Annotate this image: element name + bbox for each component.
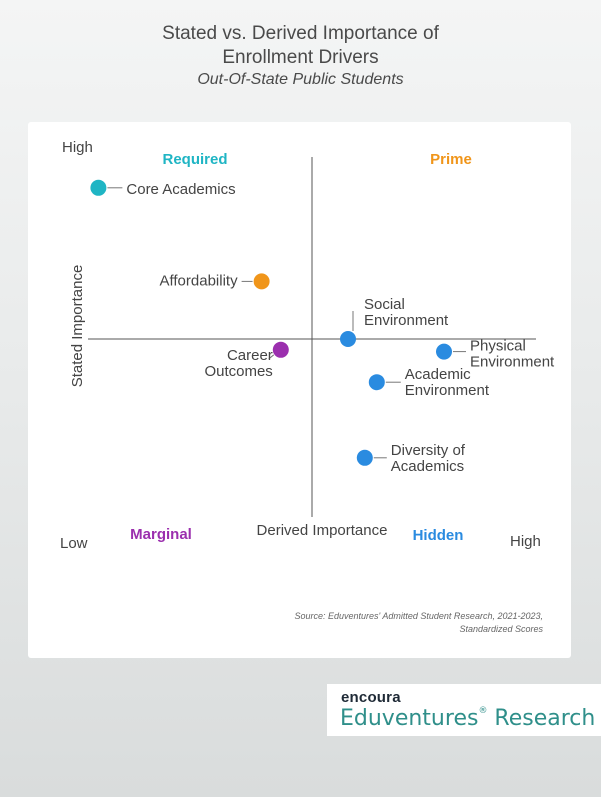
data-label: Academic: [405, 366, 471, 383]
points-layer: Core AcademicsAffordabilitySocialEnviron…: [90, 179, 555, 475]
quadrant-label-marginal: Marginal: [130, 526, 192, 543]
data-label: Social: [364, 296, 405, 313]
y-low-label: Low: [60, 535, 88, 552]
data-label: Outcomes: [204, 363, 272, 380]
data-label: Environment: [364, 312, 449, 329]
chart-subtitle: Out-Of-State Public Students: [197, 71, 404, 88]
point-affordability: Affordability: [159, 272, 270, 290]
data-label: Academics: [391, 458, 464, 475]
encoura-wordmark: encoura: [341, 689, 401, 706]
data-label: Affordability: [159, 272, 238, 289]
quadrant-label-prime: Prime: [430, 151, 472, 168]
data-point: [253, 273, 270, 290]
chart-title-line1: Stated vs. Derived Importance of: [162, 23, 439, 44]
logo-suffix: Research: [487, 706, 596, 731]
chart-title-line2: Enrollment Drivers: [222, 47, 379, 68]
eduventures-research-wordmark: Eduventures® Research: [340, 706, 595, 731]
eduventures-logo: encoura Eduventures® Research: [327, 684, 601, 736]
y-axis-title: Stated Importance: [69, 265, 86, 388]
chart-card: High Low High Required Prime Marginal Hi…: [28, 122, 571, 658]
point-core-academics: Core Academics: [90, 179, 236, 198]
source-note: Source: Eduventures' Admitted Student Re…: [183, 610, 543, 636]
data-label: Environment: [470, 354, 555, 371]
y-high-label: High: [62, 139, 93, 156]
data-label: Diversity of: [391, 442, 466, 459]
data-point: [436, 343, 452, 360]
data-label: Core Academics: [126, 181, 235, 198]
source-line2: Standardized Scores: [459, 624, 543, 634]
logo-name: Eduventures: [340, 706, 479, 731]
data-label: Environment: [405, 382, 490, 399]
data-point: [356, 449, 373, 466]
data-point: [340, 331, 356, 347]
source-line1: Source: Eduventures' Admitted Student Re…: [294, 611, 543, 621]
registered-mark: ®: [478, 706, 488, 716]
data-label: Career: [227, 347, 273, 364]
data-point: [90, 179, 107, 196]
quadrant-label-hidden: Hidden: [413, 527, 464, 544]
leader-line: [268, 354, 275, 360]
data-point: [272, 341, 289, 358]
data-label: Physical: [470, 338, 526, 355]
data-point: [368, 374, 385, 391]
chart-title: Stated vs. Derived Importance of Enrollm…: [0, 22, 601, 70]
x-high-label: High: [510, 533, 541, 550]
quadrant-chart: High Low High Required Prime Marginal Hi…: [60, 139, 555, 552]
x-axis-title: Derived Importance: [257, 522, 388, 539]
quadrant-label-required: Required: [162, 151, 227, 168]
